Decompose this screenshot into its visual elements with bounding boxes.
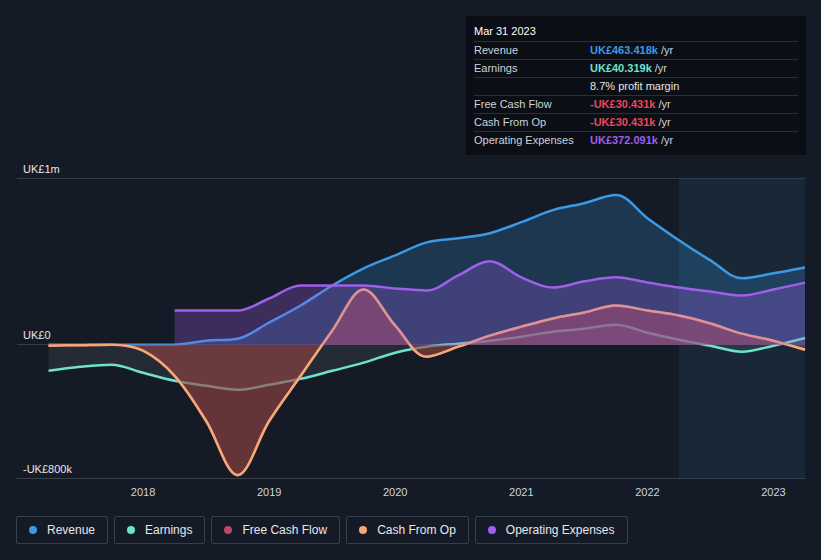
html-text:8.7% profit margin: 8.7% profit margin	[590, 80, 680, 92]
svg-text:2023: 2023	[761, 486, 785, 498]
svg-text:2020: 2020	[383, 486, 407, 498]
svg-text:-UK£800k: -UK£800k	[23, 463, 72, 475]
html-text:Operating Expenses: Operating Expenses	[505, 523, 615, 537]
html-text:Cash From Op: Cash From Op	[474, 116, 547, 128]
html-text:UK£40.319k /yr: UK£40.319k /yr	[590, 62, 667, 74]
svg-text:2019: 2019	[257, 486, 281, 498]
svg-text:2022: 2022	[635, 486, 659, 498]
html-text:Operating Expenses: Operating Expenses	[474, 134, 574, 146]
html-text:Mar 31 2023: Mar 31 2023	[474, 25, 536, 37]
html-text:-UK£30.431k /yr: -UK£30.431k /yr	[590, 116, 671, 128]
html-text:Revenue: Revenue	[474, 44, 518, 56]
html-text:UK£463.418k /yr: UK£463.418k /yr	[590, 44, 674, 56]
svg-text:UK£0: UK£0	[23, 329, 51, 341]
svg-text:2018: 2018	[131, 486, 155, 498]
html-text:Free Cash Flow: Free Cash Flow	[474, 98, 552, 110]
html-text:Cash From Op: Cash From Op	[377, 523, 456, 537]
svg-text:UK£1m: UK£1m	[23, 163, 60, 175]
html-text:Free Cash Flow: Free Cash Flow	[242, 523, 328, 537]
html-text:-UK£30.431k /yr: -UK£30.431k /yr	[590, 98, 671, 110]
html-text:Earnings: Earnings	[145, 523, 193, 537]
html-text:Earnings: Earnings	[474, 62, 518, 74]
svg-text:2021: 2021	[509, 486, 533, 498]
html-text:UK£372.091k /yr: UK£372.091k /yr	[590, 134, 674, 146]
html-text:Revenue: Revenue	[47, 523, 95, 537]
